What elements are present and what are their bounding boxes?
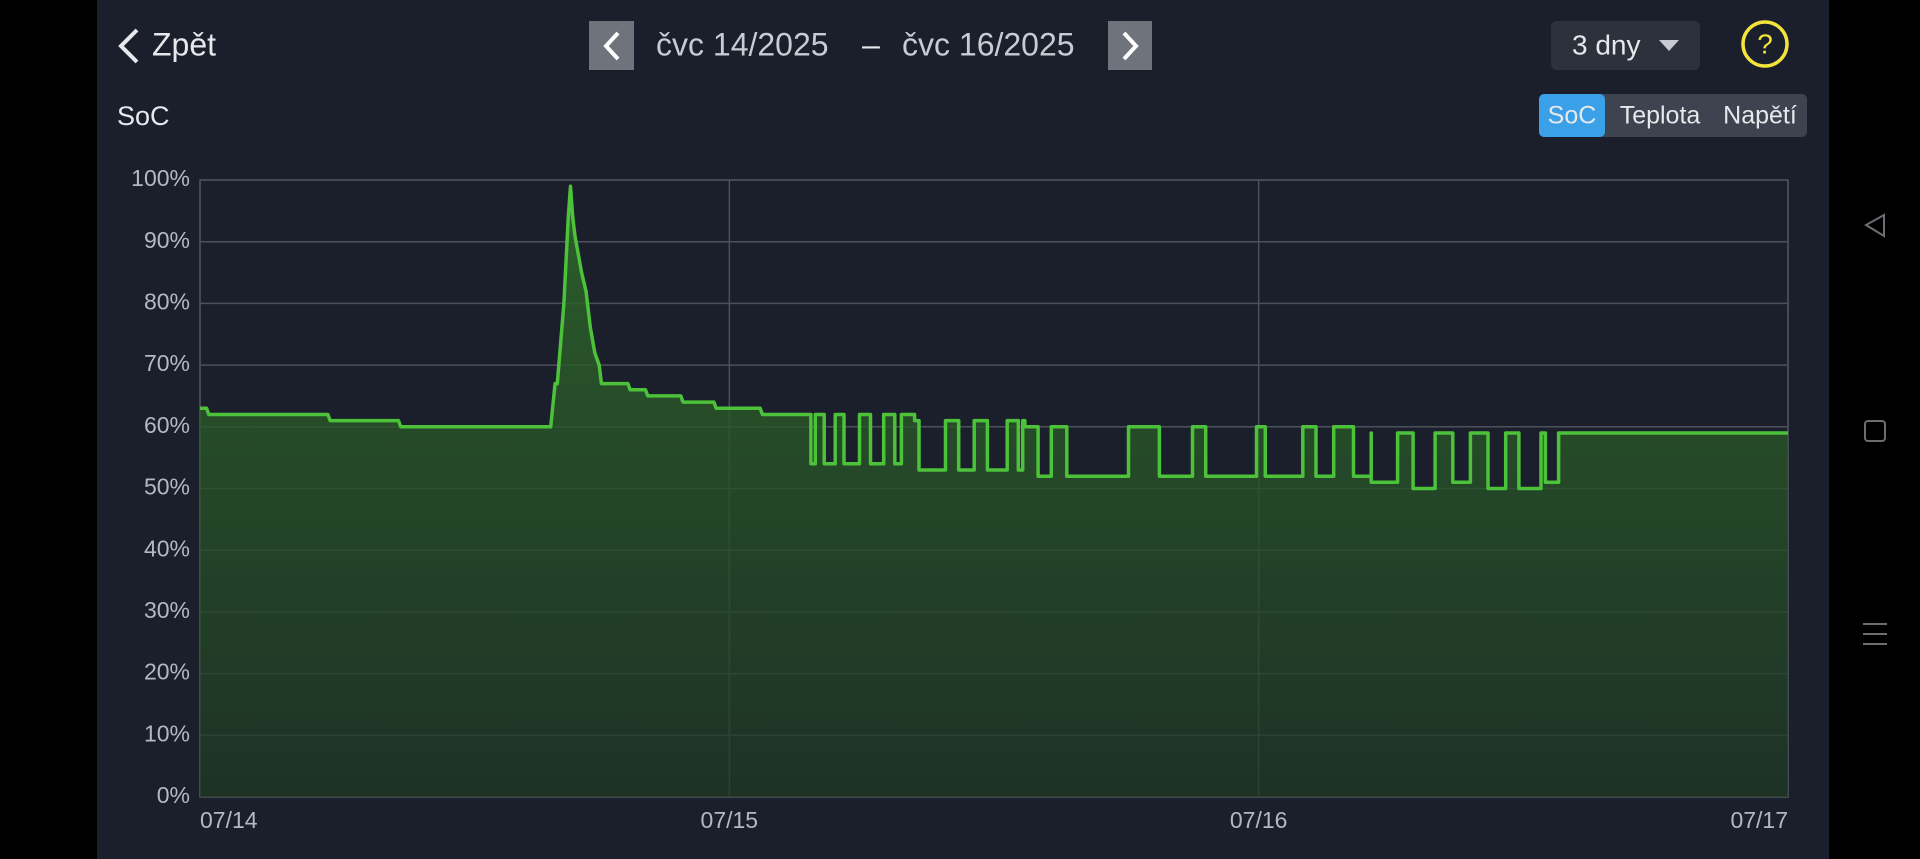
period-label: 3 dny: [1572, 29, 1641, 60]
back-icon[interactable]: [118, 28, 139, 64]
x-tick-label: 07/17: [1730, 807, 1788, 833]
y-tick-label: 40%: [144, 535, 190, 561]
y-tick-label: 0%: [157, 782, 190, 808]
y-tick-label: 80%: [144, 288, 190, 314]
line: [200, 184, 1788, 491]
y-tick-label: 60%: [144, 412, 190, 438]
x-tick-label: 07/16: [1230, 807, 1288, 833]
chart-title: SoC: [117, 101, 170, 131]
dropdown-arrow: [1659, 40, 1679, 51]
area: [200, 186, 1788, 797]
nav-home[interactable]: [1864, 420, 1886, 442]
help-button[interactable]: [1741, 20, 1789, 68]
range-end: čvc 16/2025: [902, 26, 1075, 62]
nav-back[interactable]: [1864, 213, 1885, 238]
y-tick-label: 20%: [144, 659, 190, 685]
tab-active: [1539, 94, 1605, 137]
y-tick-label: 70%: [144, 350, 190, 376]
x-tick-label: 07/15: [701, 807, 759, 833]
y-tick-label: 50%: [144, 474, 190, 500]
y-tick-label: 30%: [144, 597, 190, 623]
x-tick-label: 07/14: [200, 807, 258, 833]
prev-button[interactable]: [589, 21, 634, 70]
y-tick-label: 10%: [144, 720, 190, 746]
tab-group: [1539, 94, 1807, 137]
range-separator: –: [862, 26, 880, 62]
period-dropdown[interactable]: [1551, 21, 1700, 70]
prev-icon: [603, 31, 620, 61]
help-icon: ?: [1757, 28, 1773, 59]
tab[interactable]: SoC: [1548, 102, 1597, 130]
plot: 0% 10% 20% 30% 40% 50% 60% 70% 80% 90% 100% 07/14 07…: [131, 165, 1789, 833]
nav-menu[interactable]: [1863, 623, 1887, 645]
next-button[interactable]: [1108, 21, 1152, 70]
y-tick-label: 90%: [144, 227, 190, 253]
tab[interactable]: Napětí: [1723, 102, 1797, 130]
next-icon: [1122, 31, 1139, 61]
tab[interactable]: Teplota: [1620, 102, 1701, 130]
range-start: čvc 14/2025: [656, 26, 829, 62]
back-link[interactable]: Zpět: [152, 26, 216, 62]
y-tick-label: 100%: [131, 165, 190, 191]
